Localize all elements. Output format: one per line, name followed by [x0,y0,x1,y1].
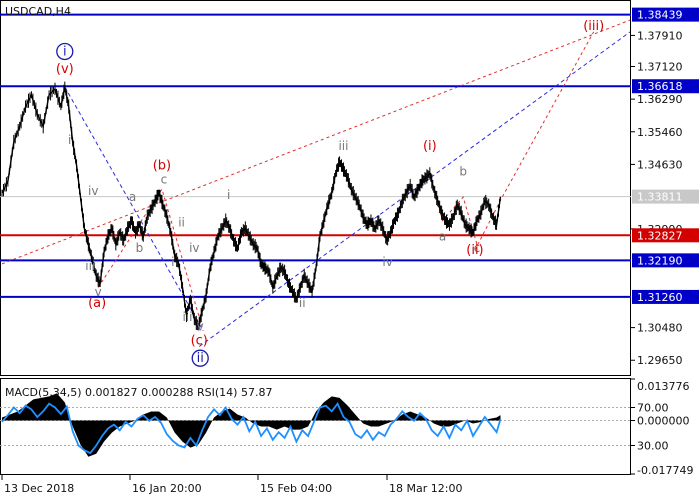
wave-label-ii: ii [178,216,185,230]
wave-label-iv: iv [382,255,392,269]
level-tag-bg [632,79,699,94]
level-tag-label: 1.32827 [637,229,683,242]
wave-i-ii-line [64,86,204,331]
wave-label-i: i [171,255,174,269]
wave-label-iv: iv [88,184,98,198]
wave-label-c: c [161,172,168,186]
indicator-tick-label: 70.00 [637,402,669,415]
wave-label-c: c [474,241,481,255]
price-tick-label: 1.36290 [637,93,683,106]
time-tick-label: 13 Dec 2018 [4,482,74,495]
wave-circle-i [56,42,74,61]
macd-histogram [2,393,501,457]
wave-label-ii: ii [299,296,306,310]
wave-circle-ii [191,349,209,367]
wave-label-(c): (c) [191,334,208,349]
wave-label-b: b [459,164,467,178]
wave-label-(a): (a) [88,296,106,311]
wave-label-iv: iv [189,241,199,255]
time-axis: 13 Dec 2018 16 Jan 20:00 15 Feb 04:00 18 Ma… [1,475,462,495]
indicator-panel-frame [0,378,631,475]
wave-label-iii: iii [85,259,95,273]
wave-label-iii: iii [182,310,192,324]
time-tick-label: 15 Feb 04:00 [260,482,332,495]
price-tick-label: 1.34630 [637,158,683,171]
level-tag-bg [632,253,699,268]
level-price-tags: 1.38439 1.36618 1.32827 1.32190 1.31260 [632,7,699,304]
level-tag-label: 1.38439 [637,9,683,22]
macd-rsi-series [0,393,631,457]
rsi-line [1,401,502,455]
price-tick-label: 1.37120 [637,60,683,73]
level-tag-bg [632,228,699,243]
price-levels [0,13,631,298]
wave-label-v: v [95,285,102,299]
red-dotted-trendline [1,19,631,265]
level-tag-label: 1.32190 [637,254,683,267]
wave-labels: (v)iiiviiiv(a)(b)cabiiiiviiiv(c)iiiiiiii… [56,19,604,367]
forecast-path [474,31,595,251]
indicator-tick-label: 0.000000 [637,415,690,428]
level-tag-label: 1.31260 [637,291,683,304]
wave-label-i: i [68,133,71,147]
wave-label-(b): (b) [153,159,171,174]
wave-label-(v): (v) [56,62,74,77]
wave-label-a: a [439,229,446,243]
wave-label-v: v [197,320,204,334]
wave-label-(ii): (ii) [466,243,483,258]
indicator-tick-label: 30.00 [637,440,669,453]
price-tick-label: 1.29650 [637,354,683,367]
level-tag-bg [632,289,699,304]
time-tick-label: 16 Jan 20:00 [132,482,202,495]
current-price-label: 1.33811 [637,191,683,204]
indicator-tick-label: -0.017749 [637,464,693,477]
indicator-axis: 0.013776 70.000.000000 30.00 -0.017749 [631,378,693,477]
symbol-title: USDCAD,H4 [5,5,71,18]
current-price-tag: 1.33811 [632,189,699,204]
wave-label-iii: iii [338,139,348,153]
wave-label-i: i [227,188,230,202]
main-panel-frame [0,0,631,376]
indicator-title: MACD(5,34,5) 0.001827 0.000288 RSI(14) 5… [5,386,272,399]
price-series [1,81,502,331]
current-price-tag-bg [632,189,699,204]
wave-label-i: i [63,44,67,59]
price-tick-label: 1.30480 [637,322,683,335]
wave-label-a: a [129,190,136,204]
price-line [1,86,502,329]
price-tick-label: 1.37910 [637,29,683,42]
wave-label-ii: ii [197,351,204,366]
level-tag-bg [632,7,699,22]
indicator-tick-label: 0.013776 [637,380,690,393]
wave-label-(iii): (iii) [583,19,604,34]
wave-label-b: b [136,241,144,255]
time-tick-label: 18 Mar 12:00 [389,482,462,495]
wave-label-(i): (i) [423,139,437,154]
level-tag-label: 1.36618 [637,80,683,93]
price-tick-label: 1.35460 [637,126,683,139]
